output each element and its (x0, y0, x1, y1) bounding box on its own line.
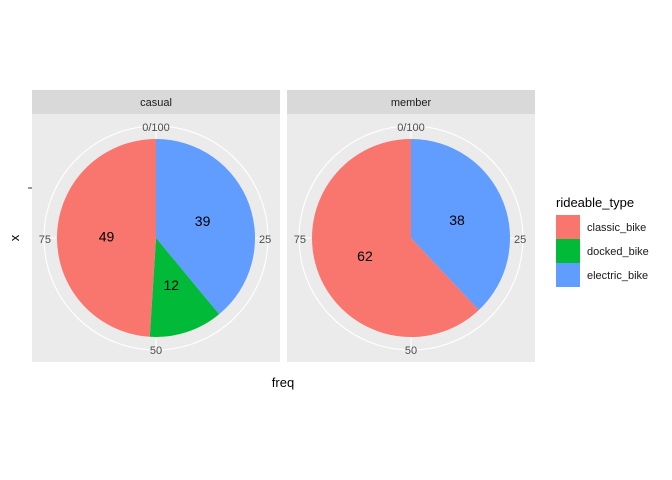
strip-label-casual: casual (140, 97, 172, 109)
theta-tick-50: 50 (150, 345, 162, 357)
slice-label-classic-bike: 49 (99, 228, 115, 244)
theta-tick-0: 0/100 (397, 122, 425, 134)
theta-tick-75: 75 (294, 234, 306, 246)
slices-member (312, 139, 511, 337)
legend-key-docked-bike (556, 239, 580, 263)
theta-tick-75: 75 (39, 234, 51, 246)
theta-ticks-casual: 0/100 25 50 75 (39, 122, 272, 357)
slice-label-classic-bike: 62 (357, 248, 373, 264)
legend: rideable_type classic_bike docked_bike e… (556, 195, 649, 287)
slices-casual (57, 139, 256, 338)
facet-panel-casual: casual 39 12 49 0/100 25 50 75 (32, 90, 280, 362)
x-axis-title: freq (272, 375, 294, 390)
slice-label-electric-bike: 39 (195, 213, 211, 229)
y-axis-title: x (7, 234, 22, 241)
legend-label-electric-bike: electric_bike (587, 270, 648, 282)
slice-labels-member: 38 62 (357, 212, 465, 264)
legend-title: rideable_type (556, 195, 634, 210)
facet-panel-member: member 38 62 0/100 25 50 75 (287, 90, 535, 362)
slice-label-docked-bike: 12 (164, 277, 180, 293)
legend-key-classic-bike (556, 215, 580, 239)
theta-tick-50: 50 (405, 345, 417, 357)
legend-key-electric-bike (556, 263, 580, 287)
theta-tick-25: 25 (259, 234, 271, 246)
strip-label-member: member (391, 97, 432, 109)
pie-slice-electric-bike (411, 139, 511, 311)
legend-label-docked-bike: docked_bike (587, 246, 649, 258)
strip-background-casual (32, 90, 280, 114)
legend-label-classic-bike: classic_bike (587, 222, 646, 234)
pie-slice-classic-bike (57, 139, 157, 337)
theta-tick-0: 0/100 (142, 122, 170, 134)
pie-slice-classic-bike (312, 139, 479, 337)
legend-item-classic-bike: classic_bike (556, 215, 646, 239)
pie-slice-docked-bike (149, 238, 220, 338)
slice-label-electric-bike: 38 (449, 212, 465, 228)
theta-ticks-member: 0/100 25 50 75 (294, 122, 527, 357)
slice-labels-casual: 39 12 49 (99, 213, 211, 293)
legend-item-docked-bike: docked_bike (556, 239, 649, 263)
pie-slice-electric-bike (156, 139, 256, 315)
strip-background-member (287, 90, 535, 114)
theta-tick-25: 25 (514, 234, 526, 246)
legend-item-electric-bike: electric_bike (556, 263, 648, 287)
